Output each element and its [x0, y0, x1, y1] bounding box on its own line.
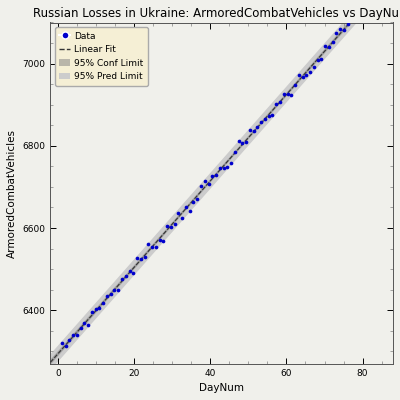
- Point: [322, 42, 328, 49]
- Point: [239, 140, 246, 147]
- Point: [119, 276, 125, 282]
- Point: [74, 331, 80, 338]
- Point: [371, 0, 377, 1]
- Point: [258, 119, 264, 126]
- Point: [228, 160, 234, 166]
- Point: [277, 99, 283, 105]
- Point: [194, 196, 200, 203]
- Point: [266, 112, 272, 119]
- Point: [330, 38, 336, 45]
- Point: [273, 101, 280, 108]
- Point: [262, 116, 268, 122]
- Point: [122, 273, 129, 279]
- Point: [160, 238, 166, 245]
- Point: [168, 224, 174, 230]
- Point: [213, 172, 219, 178]
- Point: [138, 256, 144, 262]
- Point: [202, 178, 208, 184]
- Point: [66, 337, 72, 344]
- Point: [341, 27, 347, 33]
- Point: [89, 308, 95, 315]
- Point: [100, 300, 106, 306]
- Point: [333, 30, 340, 36]
- Point: [104, 293, 110, 300]
- Point: [344, 21, 351, 27]
- Point: [186, 208, 193, 214]
- X-axis label: DayNum: DayNum: [199, 383, 244, 393]
- Legend: Data, Linear Fit, 95% Conf Limit, 95% Pred Limit: Data, Linear Fit, 95% Conf Limit, 95% Pr…: [55, 27, 148, 86]
- Point: [288, 92, 294, 98]
- Point: [254, 124, 261, 130]
- Point: [348, 15, 355, 22]
- Point: [311, 64, 317, 70]
- Point: [115, 287, 122, 293]
- Point: [236, 138, 242, 144]
- Point: [243, 139, 249, 145]
- Point: [111, 287, 118, 293]
- Point: [58, 340, 65, 347]
- Point: [126, 268, 133, 274]
- Title: Russian Losses in Ukraine: ArmoredCombatVehicles vs DayNum: Russian Losses in Ukraine: ArmoredCombat…: [33, 7, 400, 20]
- Point: [314, 57, 321, 63]
- Point: [367, 0, 374, 1]
- Point: [356, 15, 362, 21]
- Point: [284, 91, 291, 98]
- Point: [81, 320, 88, 327]
- Point: [280, 90, 287, 97]
- Point: [232, 148, 238, 155]
- Point: [108, 291, 114, 298]
- Point: [303, 72, 310, 78]
- Point: [292, 82, 298, 88]
- Point: [179, 215, 185, 221]
- Point: [198, 183, 204, 190]
- Point: [209, 172, 216, 179]
- Point: [130, 270, 136, 276]
- Point: [326, 44, 332, 50]
- Point: [153, 244, 159, 250]
- Point: [77, 324, 84, 331]
- Point: [247, 126, 253, 133]
- Point: [205, 181, 212, 187]
- Point: [62, 343, 69, 350]
- Point: [172, 220, 178, 227]
- Y-axis label: ArmoredCombatVehicles: ArmoredCombatVehicles: [7, 128, 17, 258]
- Point: [217, 165, 223, 171]
- Point: [145, 241, 152, 248]
- Point: [224, 164, 230, 170]
- Point: [318, 56, 324, 62]
- Point: [96, 305, 103, 312]
- Point: [190, 199, 197, 205]
- Point: [149, 244, 155, 250]
- Point: [352, 14, 358, 20]
- Point: [363, 0, 370, 4]
- Point: [134, 255, 140, 262]
- Point: [183, 203, 189, 210]
- Point: [175, 210, 182, 216]
- Point: [164, 223, 170, 229]
- Point: [337, 25, 344, 32]
- Point: [296, 72, 302, 78]
- Point: [220, 165, 227, 171]
- Point: [360, 2, 366, 9]
- Point: [85, 322, 91, 328]
- Point: [70, 332, 76, 338]
- Point: [141, 253, 148, 260]
- Point: [299, 74, 306, 80]
- Point: [269, 112, 276, 118]
- Point: [250, 128, 257, 134]
- Point: [156, 236, 163, 243]
- Point: [92, 306, 99, 312]
- Point: [307, 68, 313, 75]
